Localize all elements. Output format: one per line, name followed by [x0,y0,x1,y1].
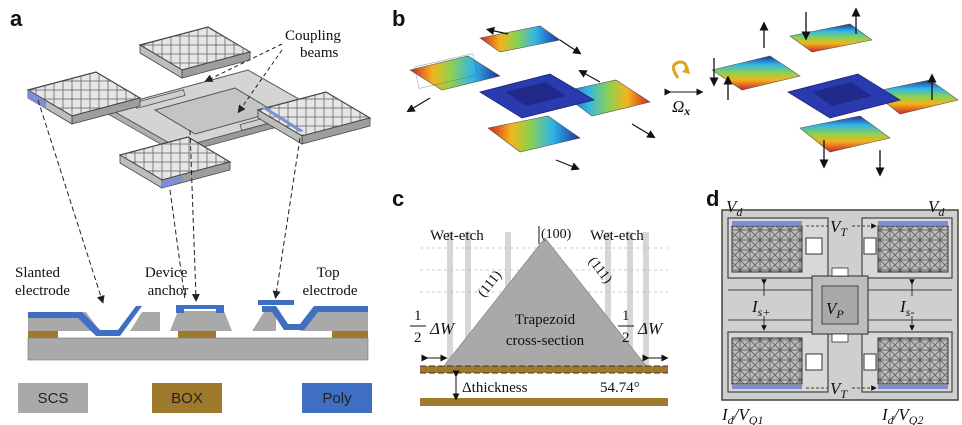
slanted-electrode [28,306,142,336]
angle-label: 54.74° [600,380,640,396]
legend-swatch-box [152,383,222,413]
box-layer-top [420,366,668,373]
mode-shape-sense [709,7,959,177]
legend-label-poly: Poly [322,390,352,407]
panel-label-b: b [392,6,405,31]
vt-bottom-label: VT [830,379,848,401]
proof-mass-bottom-right [877,337,949,385]
vp-label: VP [826,299,844,321]
svg-text:2: 2 [414,330,422,346]
legend-label-box: BOX [171,390,203,407]
slanted-electrode-label: Slanted electrode [15,265,70,299]
top-electrode-label: Top electrode [303,265,358,299]
trapezoid-label: Trapezoid [515,312,576,328]
panel-label-c: c [392,186,404,211]
id-vq1-label: Id/VQ1 [721,405,763,425]
legend-swatch-poly [302,383,372,413]
legend-swatch-scs [18,383,88,413]
cross-section [27,300,369,361]
legend: SCS BOX Poly [18,383,372,413]
svg-text:ΔW: ΔW [429,319,456,338]
panel-b: b Ωx [392,6,959,177]
vd-right-label: Vd [928,197,945,219]
svg-text:1: 1 [414,308,422,324]
vt-top-label: VT [830,217,848,239]
omega-label: Ωx [672,97,690,118]
proof-mass-top-right [877,225,949,273]
device-isometric [26,26,372,189]
mode-shape-drive [406,25,656,171]
svg-text:1: 1 [622,308,630,324]
vd-left-label: Vd [726,197,743,219]
svg-text:ΔW: ΔW [637,319,664,338]
half-delta-w-left: 1 2 ΔW [410,308,456,362]
is-plus-label: Is+ [751,297,770,319]
panel-a: a [10,6,372,413]
proof-mass-top-left [731,225,803,273]
id-vq2-label: Id/VQ2 [881,405,923,425]
rotation-indicator: Ωx [664,60,704,118]
orientation-100-label: (100) [541,227,572,242]
panel-label-d: d [706,186,719,211]
proof-mass-bottom-left [731,337,803,385]
panel-label-a: a [10,6,23,31]
anchor-poly [176,305,224,309]
half-delta-w-right: 1 2 ΔW [618,308,669,362]
cross-section-label: cross-section [506,333,585,349]
is-minus-label: Is- [899,297,914,319]
panel-c: c Wet-etch Wet-etch (100) (111) (111) Tr… [392,186,669,406]
box-layer-bottom [420,398,668,406]
top-electrode [262,306,368,330]
delta-thickness-label: Δthickness [462,380,528,396]
panel-d: d Vd Vd VT [706,186,959,425]
substrate [27,337,369,361]
legend-label-scs: SCS [38,390,69,407]
coupling-beams-label: Coupling beams [285,28,345,61]
wet-etch-left-label: Wet-etch [430,228,484,244]
wet-etch-right-label: Wet-etch [590,228,644,244]
svg-text:2: 2 [622,330,630,346]
device-anchor-label: Device anchor [145,265,191,299]
